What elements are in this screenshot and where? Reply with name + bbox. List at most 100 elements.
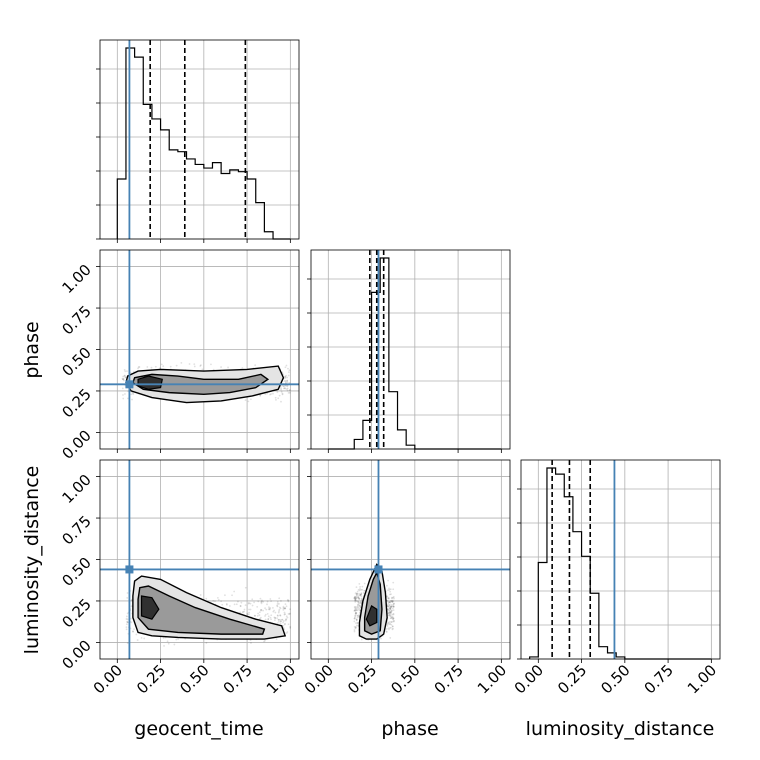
sample-point [263, 640, 265, 643]
sample-point [287, 374, 290, 377]
sample-point [193, 363, 196, 366]
sample-point [282, 385, 285, 388]
sample-point [260, 601, 263, 603]
sample-point [355, 618, 358, 621]
sample-point [387, 597, 390, 600]
sample-point [273, 619, 276, 621]
sample-point [389, 607, 392, 610]
sample-point [284, 607, 287, 610]
truth-marker [374, 565, 383, 574]
sample-point [354, 609, 356, 612]
sample-point [354, 606, 357, 608]
sample-point [256, 615, 259, 617]
sample-point [355, 593, 358, 596]
sample-point [358, 605, 361, 607]
sample-point [286, 631, 289, 633]
sample-point [386, 608, 389, 610]
sample-point [392, 605, 395, 608]
sample-point [284, 607, 287, 609]
sample-point [387, 589, 389, 591]
sample-point [246, 612, 249, 615]
sample-point [264, 615, 266, 617]
sample-point [274, 616, 277, 619]
sample-point [276, 391, 279, 393]
sample-point [122, 397, 125, 400]
sample-point [356, 614, 359, 617]
sample-point [249, 608, 252, 611]
sample-point [391, 617, 394, 620]
sample-point [392, 617, 395, 620]
sample-point [264, 639, 266, 642]
sample-point [389, 601, 391, 604]
sample-point [193, 365, 196, 368]
sample-point [387, 612, 390, 614]
sample-point [282, 621, 284, 624]
sample-point [260, 602, 263, 605]
panel-frame [310, 249, 511, 450]
sample-point [267, 615, 270, 618]
sample-point [123, 368, 126, 371]
sample-point [225, 603, 228, 606]
sample-point [357, 607, 359, 610]
sample-point [354, 610, 357, 612]
xlabel-luminosity-distance: luminosity_distance [526, 718, 715, 740]
sample-point [279, 614, 282, 617]
sample-point [130, 605, 133, 608]
sample-point [262, 609, 264, 612]
sample-point [391, 607, 394, 610]
sample-point [175, 638, 178, 641]
sample-point [392, 617, 395, 620]
sample-point [264, 613, 267, 616]
x-tick-label: 0.75 [431, 661, 467, 697]
sample-point [353, 597, 356, 600]
sample-point [353, 620, 356, 623]
sample-point [353, 597, 356, 599]
sample-point [389, 611, 392, 614]
sample-point [359, 594, 362, 597]
sample-point [356, 622, 359, 624]
sample-point [358, 607, 361, 610]
sample-point [260, 608, 262, 611]
sample-point [136, 639, 139, 641]
sample-point [284, 603, 287, 606]
sample-point [289, 608, 291, 611]
sample-point [388, 612, 391, 615]
sample-point [130, 599, 133, 602]
sample-point [274, 617, 277, 620]
sample-point [388, 609, 390, 612]
sample-point [276, 615, 279, 617]
sample-point [146, 366, 149, 368]
sample-point [388, 589, 391, 591]
sample-point [233, 603, 236, 606]
sample-point [285, 388, 288, 391]
sample-point [278, 620, 280, 623]
sample-point [244, 399, 247, 401]
sample-point [286, 379, 289, 382]
sample-point [264, 393, 267, 396]
sample-point [162, 637, 165, 639]
sample-point [270, 614, 273, 617]
sample-point [251, 604, 254, 607]
sample-point [125, 615, 128, 618]
panel-frame [520, 459, 721, 660]
sample-point [135, 633, 138, 636]
sample-point [289, 625, 292, 628]
sample-point [276, 614, 279, 617]
sample-point [386, 595, 389, 598]
sample-point [355, 611, 357, 614]
x-tick-label: 0.25 [554, 661, 590, 697]
sample-point [360, 599, 363, 602]
sample-point [122, 379, 125, 382]
panel-frame [99, 39, 300, 240]
scatter-panel-geocent_time-luminosity_distance: 0.00 0.25 0.50 0.75 1.000.000.250.500.751.00 [58, 459, 300, 697]
sample-point [284, 377, 287, 379]
sample-point [360, 592, 363, 594]
sample-point [386, 623, 389, 626]
sample-point [393, 602, 395, 605]
sample-point [254, 614, 256, 617]
sample-point [240, 601, 243, 604]
sample-point [358, 582, 361, 585]
sample-point [253, 614, 256, 617]
sample-point [126, 618, 129, 621]
sample-point [210, 363, 212, 366]
